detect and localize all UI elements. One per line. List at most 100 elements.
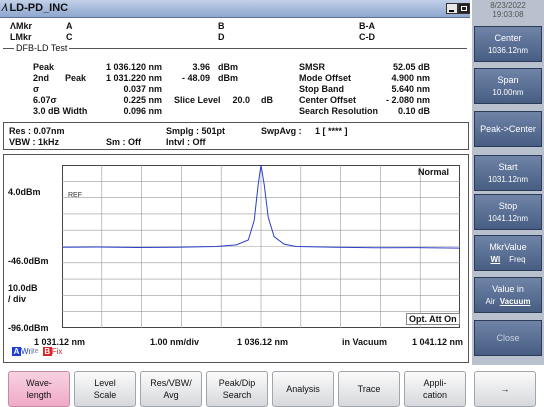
x-label-stop: 1 041.12 nm xyxy=(412,337,464,347)
maximize-button[interactable] xyxy=(458,3,470,14)
softkey-panel: 8/23/2022 19:03:08 Center 1036.12nm Span… xyxy=(472,0,544,365)
vacuum-option[interactable]: Vacuum xyxy=(499,297,531,306)
x-label-start: 1 031.12 nm xyxy=(34,337,86,347)
span-label: Span xyxy=(497,75,519,85)
slice-level-label: Slice Level xyxy=(174,95,221,105)
peak-unit: dBm xyxy=(218,62,238,72)
measurement-settings xyxy=(3,122,469,150)
smsr-value: 52.05 dB xyxy=(392,62,430,72)
air-option[interactable]: Air xyxy=(485,297,496,306)
time-text: 19:03:08 xyxy=(492,10,524,19)
level-scale-key-line1: Level xyxy=(94,378,116,388)
six-sigma-value: 0.225 nm xyxy=(123,95,162,105)
res-vbw-avg-key-line1: Res/VBW/ xyxy=(150,378,192,388)
slice-level-value: 20.0 xyxy=(232,95,250,105)
marker-b: B xyxy=(218,21,225,31)
stop-value: 1041.12nm xyxy=(487,214,529,223)
search-resolution-label: Search Resolution xyxy=(299,106,379,116)
application-key-line2: cation xyxy=(422,390,448,400)
peak-wavelength: 1 036.120 nm xyxy=(105,62,162,72)
delta-marker-label: ΛMkr xyxy=(10,21,33,31)
db-width-value: 0.096 nm xyxy=(123,106,162,116)
window-title: ⁄\ LD-PD_INC xyxy=(3,2,69,14)
next-page-key[interactable]: → xyxy=(474,371,536,407)
trace-key-label: Trace xyxy=(357,384,381,394)
date-text: 8/23/2022 xyxy=(490,1,526,10)
application-key-line1: Appli- xyxy=(423,378,447,388)
marker-cd: C-D xyxy=(359,32,375,42)
trace-legend: A Write B Fix xyxy=(12,346,82,358)
stop-band-value: 5.640 nm xyxy=(391,84,430,94)
center-label: Center xyxy=(494,33,522,43)
marker-value-options: Wl Freq xyxy=(475,255,541,264)
spectrum-chart[interactable] xyxy=(62,165,460,328)
smoothing-setting: Sm : Off xyxy=(106,137,141,147)
line-marker-label: LMkr xyxy=(10,32,32,42)
sampling-setting: Smplg : 501pt xyxy=(166,126,226,136)
peak-to-center-button[interactable]: Peak->Center xyxy=(474,111,542,147)
sigma-label: σ xyxy=(33,84,40,94)
peak-dip-search-key-line1: Peak/Dip xyxy=(218,378,256,388)
marker-a: A xyxy=(66,21,73,31)
wavelength-key[interactable]: Wave- length xyxy=(8,371,70,407)
x-label-center: 1 036.12 nm xyxy=(237,337,289,347)
res-vbw-avg-key[interactable]: Res/VBW/ Avg xyxy=(140,371,202,407)
minimize-button[interactable] xyxy=(446,3,458,14)
trace-b-mode: Fix xyxy=(51,347,63,357)
window-titlebar[interactable]: ⁄\ LD-PD_INC xyxy=(0,0,470,18)
start-button[interactable]: Start 1031.12nm xyxy=(474,155,542,191)
six-sigma-label: 6.07σ xyxy=(33,95,57,105)
window-icon: ⁄\ xyxy=(3,3,8,14)
analysis-key[interactable]: Analysis xyxy=(272,371,334,407)
slice-level-unit: dB xyxy=(261,95,273,105)
level-scale-key[interactable]: Level Scale xyxy=(74,371,136,407)
stop-button[interactable]: Stop 1041.12nm xyxy=(474,194,542,230)
y-label-mid: -46.0dBm xyxy=(8,256,49,266)
span-button[interactable]: Span 10.00nm xyxy=(474,68,542,104)
interval-setting: Intvl : Off xyxy=(166,137,206,147)
test-section-title: DFB-LD Test xyxy=(14,43,70,53)
value-in-label: Value in xyxy=(492,284,524,294)
start-label: Start xyxy=(498,162,518,172)
center-offset-label: Center Offset xyxy=(299,95,357,105)
marker-d: D xyxy=(218,32,225,42)
reference-marker: REF xyxy=(68,192,82,199)
center-value: 1036.12nm xyxy=(487,46,529,55)
center-button[interactable]: Center 1036.12nm xyxy=(474,26,542,62)
analysis-key-label: Analysis xyxy=(286,384,320,394)
peak-dip-search-key-line2: Search xyxy=(222,390,252,400)
application-key[interactable]: Appli- cation xyxy=(404,371,466,407)
smsr-label: SMSR xyxy=(299,62,326,72)
mode-offset-value: 4.900 nm xyxy=(391,73,430,83)
trace-b-icon: B xyxy=(42,347,52,357)
trace-a-mode-suffix: te xyxy=(32,348,39,356)
frequency-option[interactable]: Freq xyxy=(509,255,526,264)
peak-to-center-label: Peak->Center xyxy=(480,124,536,134)
trace-a-mode: Wri xyxy=(21,347,33,357)
spectrum-chart-frame xyxy=(3,154,469,363)
sweep-average-label: SwpAvg : xyxy=(261,126,302,136)
marker-value-toggle[interactable]: MkrValue Wl Freq xyxy=(474,235,542,271)
second-peak-label: 2nd xyxy=(33,73,50,83)
display-mode-tag: Normal xyxy=(418,167,450,177)
close-button[interactable]: Close xyxy=(474,320,542,356)
level-scale-key-line2: Scale xyxy=(93,390,117,400)
x-label-division: 1.00 nm/div xyxy=(150,337,200,347)
wavelength-key-line1: Wave- xyxy=(26,378,52,388)
marker-value-label: MkrValue xyxy=(489,242,527,252)
wavelength-option[interactable]: Wl xyxy=(490,255,501,264)
function-key-bar: Wave- length Level Scale Res/VBW/ Avg Pe… xyxy=(0,365,544,407)
value-in-toggle[interactable]: Value in Air Vacuum xyxy=(474,277,542,313)
peak-label: Peak xyxy=(33,62,55,72)
peak-dip-search-key[interactable]: Peak/Dip Search xyxy=(206,371,268,407)
trace-a-line xyxy=(62,165,460,249)
trace-key[interactable]: Trace xyxy=(338,371,400,407)
x-label-medium: in Vacuum xyxy=(342,337,388,347)
second-peak-level: - 48.09 xyxy=(181,73,210,83)
next-arrow-icon: → xyxy=(500,384,510,394)
center-offset-value: - 2.080 nm xyxy=(385,95,430,105)
peak-level: 3.96 xyxy=(192,62,210,72)
close-label: Close xyxy=(496,333,520,343)
span-value: 10.00nm xyxy=(492,88,524,97)
second-peak-unit: dBm xyxy=(218,73,238,83)
